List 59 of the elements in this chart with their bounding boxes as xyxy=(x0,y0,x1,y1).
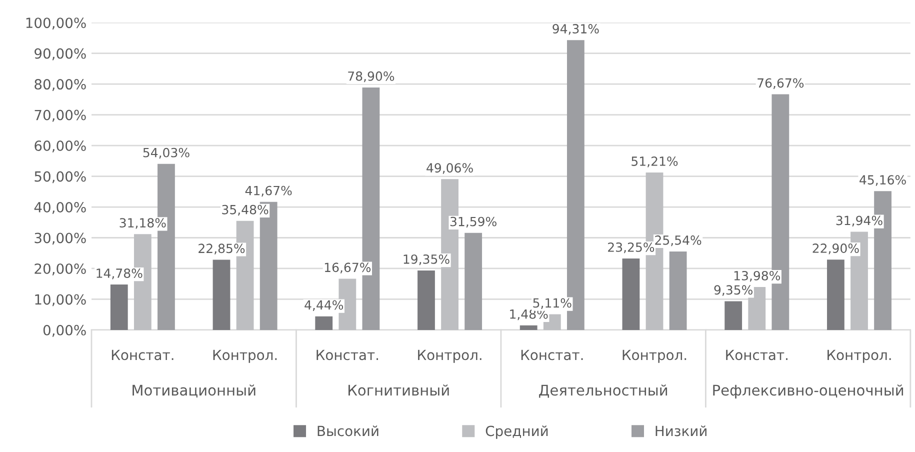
y-tick-label: 80,00% xyxy=(34,79,86,91)
data-label: 16,67% xyxy=(324,262,371,274)
data-label: 94,31% xyxy=(552,24,599,35)
text: Рефлексивно-оценочный xyxy=(713,384,904,398)
x-tick-label: Констат. xyxy=(112,350,174,360)
x-tick-label: Контрол. xyxy=(418,350,482,363)
y-tick-label: 50,00% xyxy=(34,171,86,184)
data-label: 13,98% xyxy=(734,270,780,282)
bar xyxy=(464,232,482,330)
data-label: 19,35% xyxy=(404,254,450,266)
y-tick-label: 0,00% xyxy=(43,324,86,337)
text: Мотивационный xyxy=(132,384,256,398)
y-tick-label: 40,00% xyxy=(34,202,86,214)
bar xyxy=(520,325,538,330)
data-label: 49,06% xyxy=(426,163,473,174)
y-tick-label: 70,00% xyxy=(34,110,86,122)
data-label: 22,90% xyxy=(812,244,859,254)
data-label: 51,21% xyxy=(632,156,678,168)
bar xyxy=(110,284,128,330)
y-tick-label: 90,00% xyxy=(34,48,86,60)
y-tick-label: 30,00% xyxy=(34,232,86,245)
data-label: 31,18% xyxy=(120,218,166,229)
data-label: 9,35% xyxy=(714,285,752,296)
bar xyxy=(212,260,230,330)
legend-label: Низкий xyxy=(656,426,706,436)
legend-label: Высокий xyxy=(318,426,378,436)
x-tick-label: Констат. xyxy=(316,350,378,360)
bar xyxy=(418,270,435,330)
data-label: 23,25% xyxy=(608,242,654,254)
data-label: 78,90% xyxy=(348,71,394,82)
x-tick-label: Контрол. xyxy=(828,350,891,363)
data-label: 5,11% xyxy=(533,298,572,309)
data-label: 25,54% xyxy=(655,235,702,246)
y-tick-label: 10,00% xyxy=(35,294,86,306)
data-label: 54,03% xyxy=(143,148,190,159)
y-tick-label: 100,00% xyxy=(26,18,86,30)
legend-label: Средний xyxy=(486,426,548,439)
bar xyxy=(622,258,640,330)
x-tick-label: Констат. xyxy=(521,350,583,360)
data-label: 31,59% xyxy=(450,216,496,228)
x-tick-label: Контрол. xyxy=(213,350,277,363)
y-tick-label: 20,00% xyxy=(34,263,86,276)
text: Деятельностный xyxy=(539,384,668,398)
data-label: 45,16% xyxy=(860,175,906,186)
bar xyxy=(669,251,687,330)
text: Когнитивный xyxy=(348,384,449,396)
y-tick-label: 60,00% xyxy=(34,140,86,152)
data-label: 4,44% xyxy=(304,300,344,311)
x-tick-label: Констат. xyxy=(726,350,788,360)
bar xyxy=(826,260,844,330)
data-label: 35,48% xyxy=(222,204,268,216)
data-label: 76,67% xyxy=(758,78,804,89)
x-tick-label: Контрол. xyxy=(622,350,686,363)
data-label: 14,78% xyxy=(96,268,142,280)
data-label: 22,85% xyxy=(198,244,245,254)
data-label: 31,94% xyxy=(836,216,882,226)
bar xyxy=(724,301,742,330)
bar xyxy=(315,316,333,330)
data-label: 41,67% xyxy=(245,186,292,197)
